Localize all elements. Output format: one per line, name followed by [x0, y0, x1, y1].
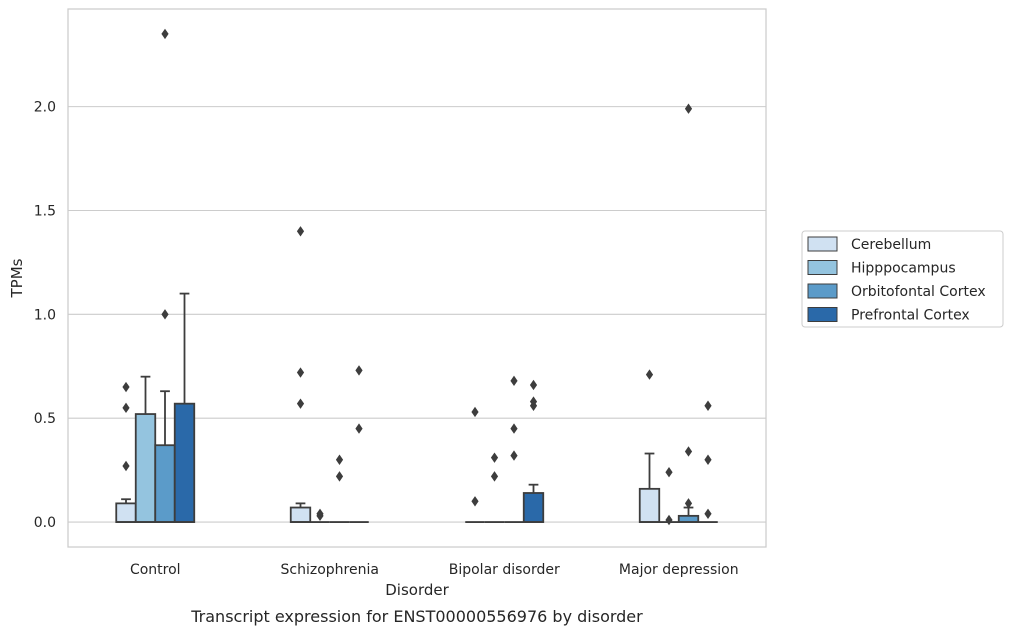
- box-hipppocampus: [310, 508, 330, 523]
- box-prefrontal-cortex: [349, 365, 369, 523]
- box-orbitofontal-cortex: [154, 28, 176, 523]
- legend-label: Orbitofontal Cortex: [851, 284, 986, 300]
- box-prefrontal-cortex: [173, 292, 196, 523]
- box-cerebellum: [638, 369, 661, 523]
- legend: Cerebellum Hipppocampus Orbitofontal Corte…: [801, 230, 1004, 328]
- y-tick-label: 1.0: [34, 307, 56, 323]
- y-tick-label: 0.5: [34, 411, 56, 427]
- x-tick-label: Major depression: [619, 562, 739, 578]
- outlier-point: [296, 398, 305, 409]
- outlier-point: [335, 454, 344, 465]
- outlier-point: [645, 369, 654, 380]
- box-body: [173, 402, 196, 523]
- outlier-point: [510, 375, 518, 387]
- outlier-point: [296, 226, 305, 237]
- y-tick-label: 2.0: [34, 100, 56, 116]
- box-body: [134, 413, 157, 523]
- outlier-point: [471, 406, 479, 418]
- box-prefrontal-cortex: [522, 379, 545, 523]
- outlier-point: [122, 381, 130, 393]
- y-axis-label: TPMs: [8, 258, 26, 298]
- outlier-point: [122, 402, 130, 414]
- box-body: [289, 506, 312, 523]
- box-prefrontal-cortex: [698, 400, 718, 523]
- outlier-point: [704, 400, 712, 411]
- legend-label: Cerebellum: [851, 237, 931, 253]
- outlier-point: [704, 508, 712, 519]
- box-body: [154, 444, 176, 523]
- x-axis-ticks: Control Schizophrenia Bipolar disorder Majo…: [130, 562, 739, 578]
- legend-label: Prefrontal Cortex: [851, 308, 970, 324]
- box-cerebellum: [115, 381, 137, 523]
- outlier-point: [704, 454, 712, 465]
- box-body: [115, 502, 137, 523]
- legend-frame: [801, 230, 1004, 328]
- plot-area-frame: [67, 8, 767, 548]
- outlier-point: [355, 423, 363, 434]
- box-body: [638, 487, 661, 523]
- outlier-point: [122, 460, 130, 472]
- x-axis-label: Disorder: [385, 581, 449, 599]
- x-tick-label: Bipolar disorder: [449, 562, 560, 578]
- outlier-point: [684, 103, 693, 114]
- legend-swatch: [807, 236, 838, 252]
- x-tick-label: Control: [130, 562, 181, 578]
- outlier-point: [684, 498, 693, 509]
- legend-label: Hipppocampus: [851, 261, 956, 277]
- box-plot-marks: [115, 28, 718, 526]
- outlier-point: [316, 510, 324, 522]
- box-body: [677, 514, 700, 523]
- outlier-point: [529, 400, 538, 411]
- box-orbitofontal-cortex: [329, 454, 350, 523]
- outlier-point: [510, 450, 518, 461]
- x-tick-label: Schizophrenia: [281, 562, 379, 578]
- legend-swatch: [807, 307, 838, 322]
- box-hipppocampus: [484, 452, 505, 523]
- box-hipppocampus: [134, 375, 157, 523]
- legend-swatch: [807, 260, 838, 275]
- outlier-point: [665, 514, 673, 526]
- outlier-point: [490, 471, 499, 482]
- y-axis-ticks: 0.0 0.5 1.0 1.5 2.0: [34, 100, 56, 531]
- outlier-point: [296, 367, 305, 378]
- box-cerebellum: [289, 226, 312, 523]
- outlier-point: [355, 365, 363, 376]
- outlier-point: [161, 309, 169, 320]
- legend-swatch: [807, 283, 838, 299]
- outlier-point: [510, 423, 518, 434]
- box-body: [522, 492, 545, 523]
- box-orbitofontal-cortex: [677, 103, 700, 523]
- y-tick-label: 0.0: [34, 515, 56, 531]
- outlier-point: [665, 467, 673, 478]
- outlier-point: [161, 28, 169, 40]
- outlier-point: [529, 379, 538, 391]
- box-hipppocampus: [659, 467, 679, 526]
- outlier-point: [490, 452, 499, 463]
- outlier-point: [471, 496, 479, 507]
- box-orbitofontal-cortex: [504, 375, 524, 523]
- y-tick-label: 1.5: [34, 203, 56, 219]
- chart-caption: Transcript expression for ENST0000055697…: [190, 607, 643, 626]
- outlier-point: [684, 446, 693, 457]
- box-cerebellum: [465, 406, 485, 523]
- outlier-point: [335, 471, 344, 482]
